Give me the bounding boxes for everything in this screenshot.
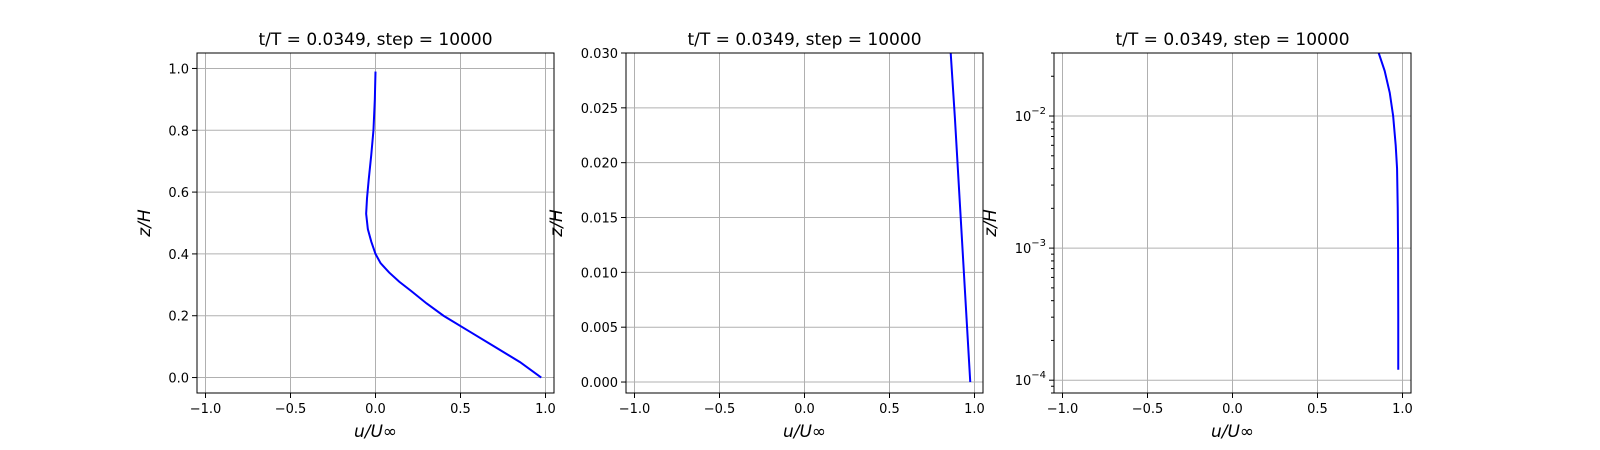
y-tick-label: 0.2 — [168, 310, 189, 325]
x-tick-label: −0.5 — [1132, 402, 1164, 417]
x-tick-label: 1.0 — [1392, 402, 1413, 417]
y-axis-label: z/H — [135, 209, 155, 238]
x-axis-label: u/U∞ — [354, 422, 397, 442]
x-tick-label: 0.5 — [1307, 402, 1328, 417]
chart-panel-1: −1.0 −0.5 0.0 0.5 1.0 0.0 0.2 0.4 0.6 0.8 1.0 t/T =… — [135, 30, 556, 442]
x-tick-label: −1.0 — [619, 402, 651, 417]
y-tick-label: 10−4 — [1015, 370, 1046, 389]
y-axis-label: z/H — [547, 209, 567, 238]
y-tick-label: 0.6 — [168, 186, 189, 201]
x-tick-label: 0.0 — [794, 402, 815, 417]
x-axis-label: u/U∞ — [783, 422, 826, 442]
y-tick-label: 0.015 — [581, 212, 618, 227]
chart-panel-2: −1.0 −0.5 0.0 0.5 1.0 0.000 0.005 0.010 0.015 0.0… — [547, 30, 985, 442]
y-tick-label: 0.010 — [581, 266, 618, 281]
y-tick-label: 1.0 — [168, 62, 189, 77]
x-tick-label: −0.5 — [704, 402, 736, 417]
series-line — [949, 52, 972, 383]
y-tick-label: 0.000 — [581, 376, 618, 391]
x-tick-label: 0.0 — [365, 402, 386, 417]
series-line — [365, 71, 542, 379]
x-tick-label: 0.5 — [450, 402, 471, 417]
y-tick-label: 0.020 — [581, 157, 618, 172]
x-tick-label: 1.0 — [535, 402, 556, 417]
chart-panel-3: −1.0 −0.5 0.0 0.5 1.0 10−4 10−3 10−2 t/T = 0.034… — [981, 30, 1413, 442]
x-tick-label: −1.0 — [190, 402, 222, 417]
x-axis-label: u/U∞ — [1211, 422, 1254, 442]
y-tick-label: 10−3 — [1015, 238, 1046, 257]
y-tick-label: 0.030 — [581, 47, 618, 62]
x-tick-label: 0.0 — [1222, 402, 1243, 417]
y-tick-label: 0.8 — [168, 124, 189, 139]
x-tick-label: −1.0 — [1047, 402, 1079, 417]
chart-title: t/T = 0.0349, step = 10000 — [1115, 30, 1349, 50]
y-tick-label: 10−2 — [1015, 106, 1046, 125]
y-tick-label: 0.025 — [581, 102, 618, 117]
y-tick-label: 0.005 — [581, 321, 618, 336]
y-tick-label: 0.4 — [168, 248, 189, 263]
y-axis-label: z/H — [981, 209, 1001, 238]
y-tick-label: 0.0 — [168, 372, 189, 387]
chart-title: t/T = 0.0349, step = 10000 — [258, 30, 492, 50]
series-line — [1377, 52, 1400, 370]
x-tick-label: −0.5 — [275, 402, 307, 417]
chart-title: t/T = 0.0349, step = 10000 — [687, 30, 921, 50]
x-tick-label: 0.5 — [879, 402, 900, 417]
x-tick-label: 1.0 — [964, 402, 985, 417]
